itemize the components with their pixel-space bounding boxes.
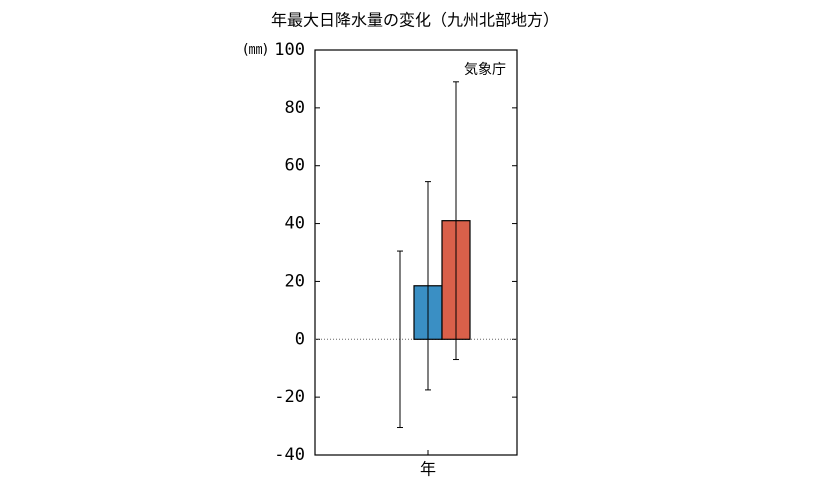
y-axis-label: (㎜) [243,42,268,58]
y-tick-label: -40 [274,445,305,465]
annotation: 気象庁 [464,62,506,78]
plot-frame [314,49,518,456]
y-tick-label: 40 [285,214,305,234]
chart-title: 年最大日降水量の変化（九州北部地方） [271,11,559,30]
y-tick-label: -20 [274,387,305,407]
y-tick-label: 80 [285,98,305,118]
x-tick-label: 年 [420,460,436,479]
y-tick-label: 20 [285,271,305,291]
y-tick-label: 60 [285,156,305,176]
y-tick-label: 0 [295,329,305,349]
y-tick-label: 100 [274,40,305,60]
